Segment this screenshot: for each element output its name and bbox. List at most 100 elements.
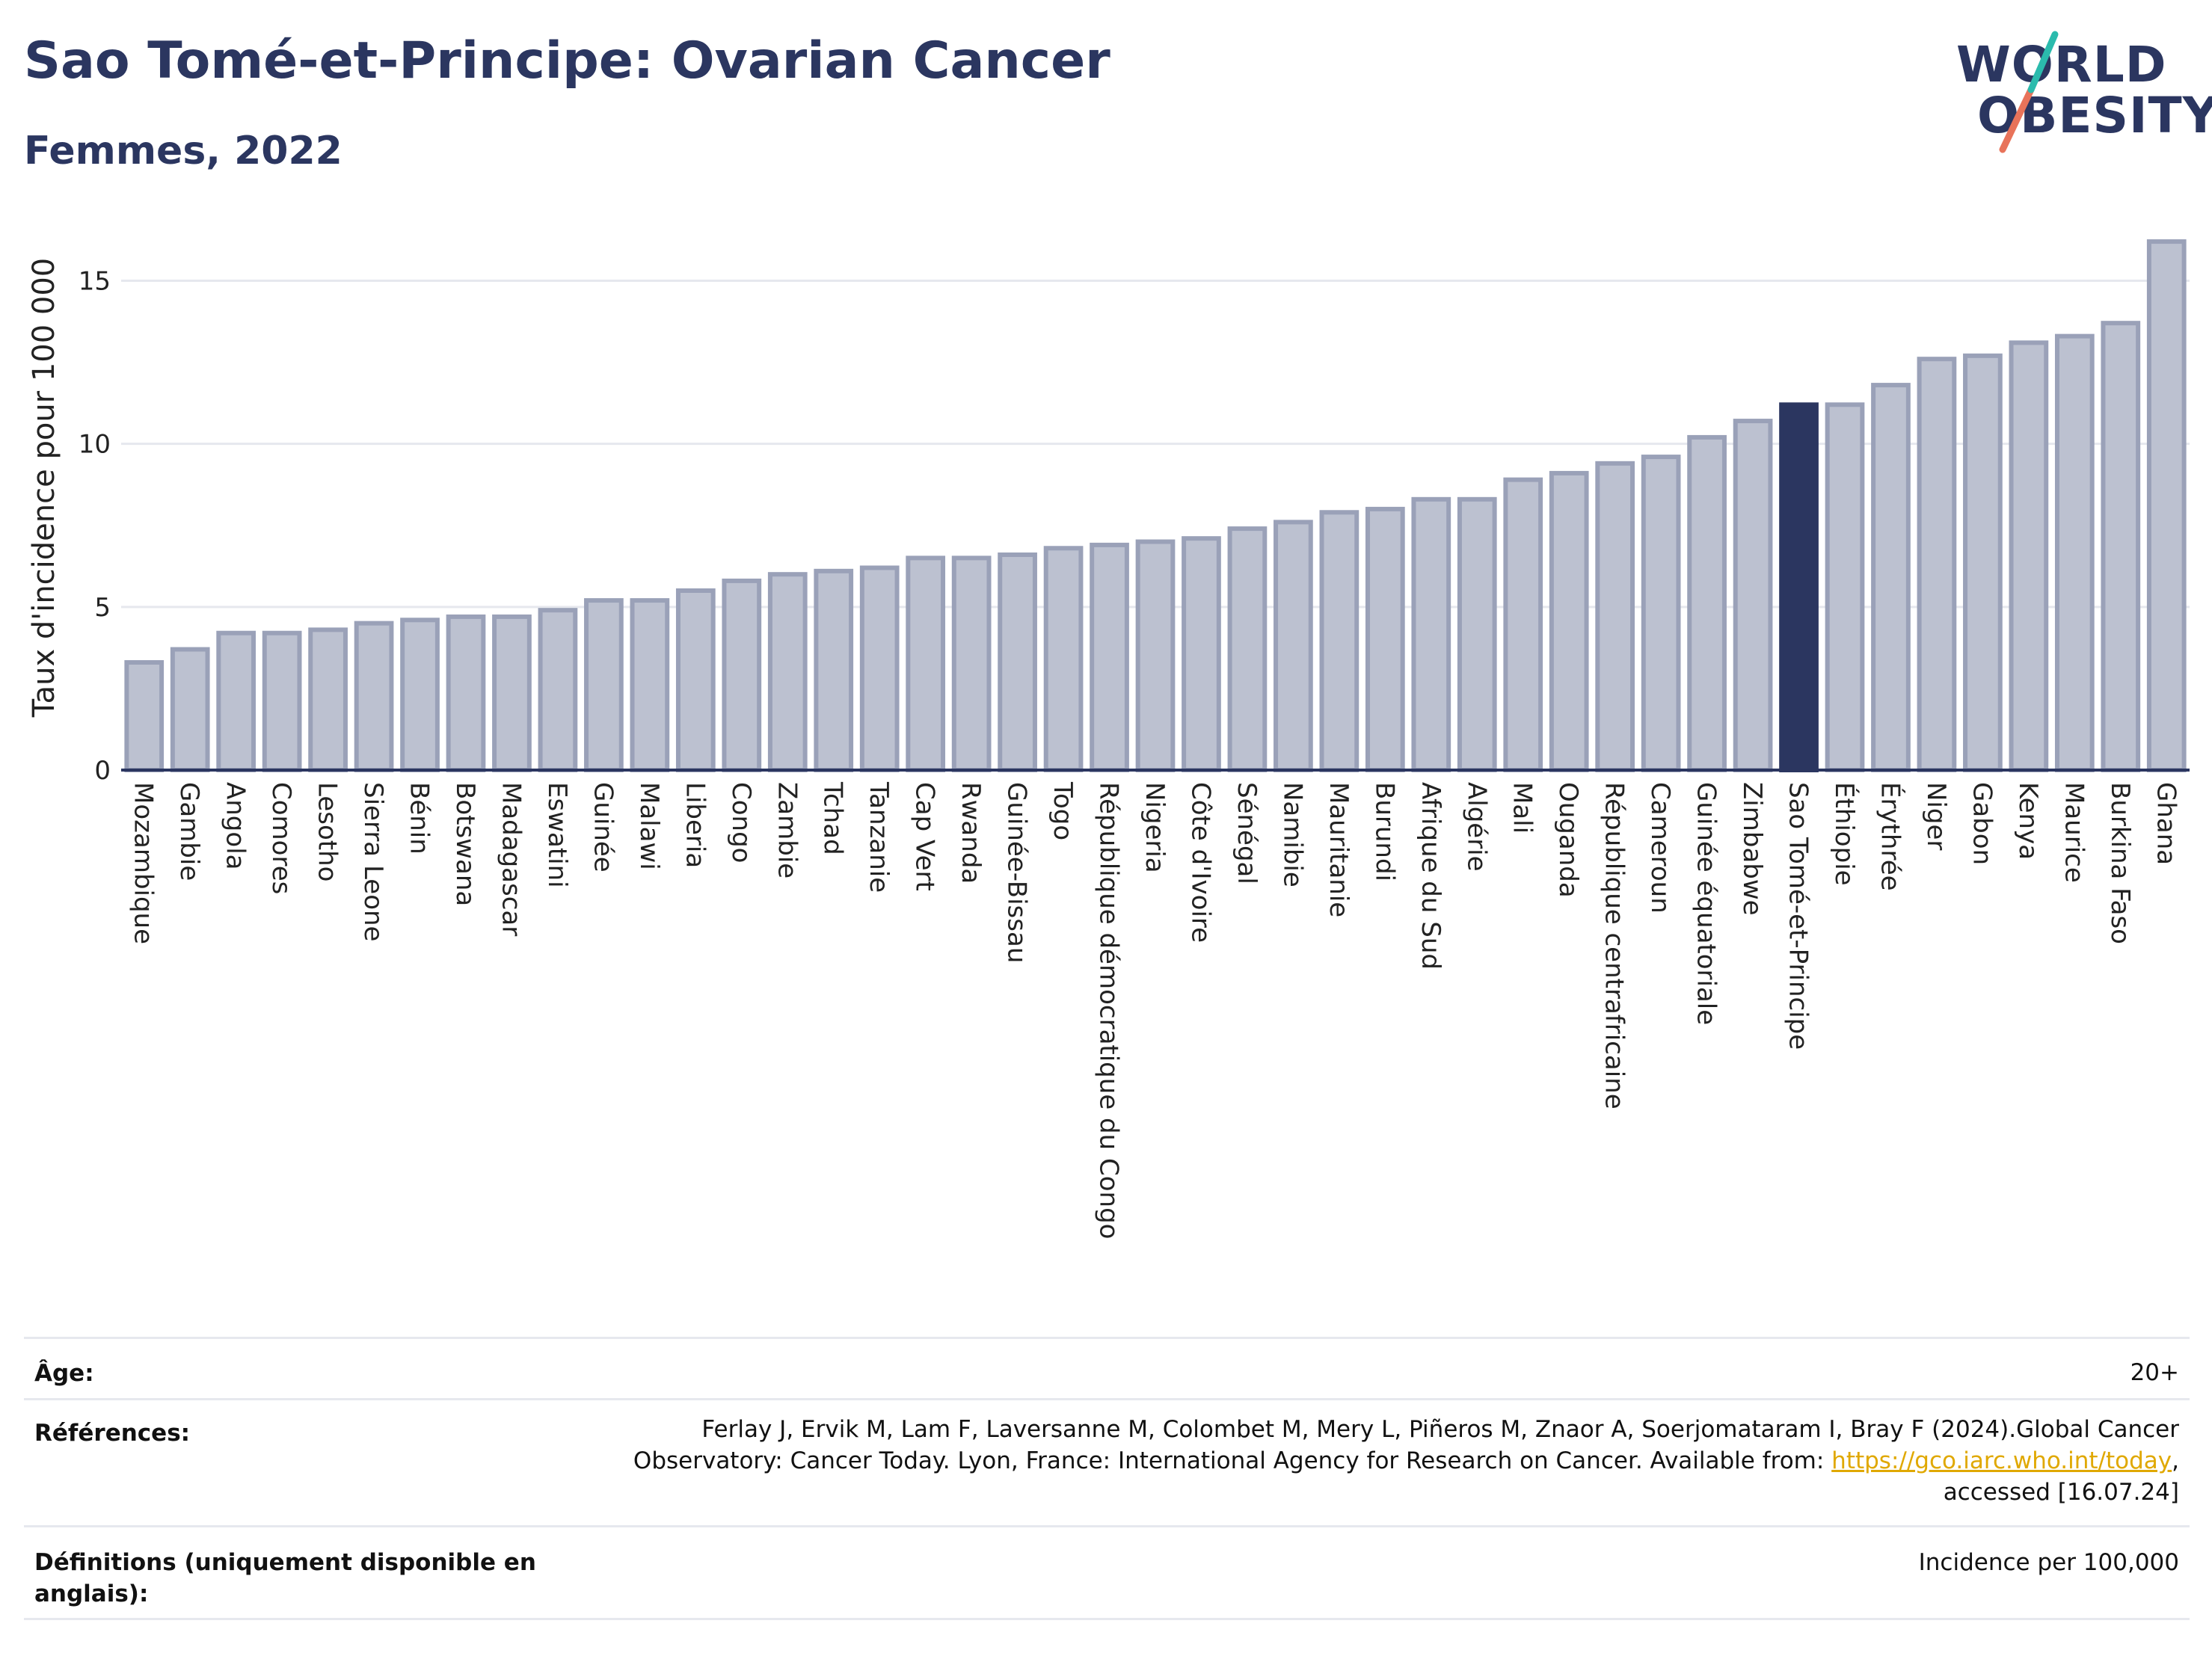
reference-text-1: Ferlay J, Ervik M, Lam F, Laversanne M, … <box>701 1416 2179 1443</box>
category-label: Gabon <box>1967 782 1997 865</box>
bar <box>722 578 762 773</box>
bar <box>1182 536 1221 772</box>
y-tick-label: 10 <box>79 430 111 460</box>
bar <box>1090 542 1129 772</box>
bar <box>859 565 900 772</box>
y-tick-label: 15 <box>79 266 111 296</box>
category-label: République démocratique du Congo <box>1094 782 1124 1239</box>
y-tick-labels: 0 5 10 15 <box>79 266 111 786</box>
y-tick-label: 0 <box>94 756 111 786</box>
reference-text-4: accessed [16.07.24] <box>1943 1479 2179 1506</box>
bar <box>1687 434 1727 772</box>
bar-chart: 0 5 10 15 Mozambique Gambie Angola Comores Leso… <box>27 239 2190 1239</box>
category-label: Comores <box>266 782 296 894</box>
bar <box>308 627 348 773</box>
footer-bottom-border <box>24 1618 2190 1620</box>
bar <box>584 598 624 772</box>
category-label: Rwanda <box>956 782 986 884</box>
bar <box>1411 496 1451 772</box>
reference-link[interactable]: https://gco.iarc.who.int/today <box>1831 1447 2172 1474</box>
bar <box>2054 333 2095 773</box>
bar <box>1365 506 1405 772</box>
page-subtitle: Femmes, 2022 <box>24 129 342 173</box>
category-label: Liberia <box>680 782 710 868</box>
bar <box>538 608 578 772</box>
y-tick-label: 5 <box>94 593 111 623</box>
category-label: Zambie <box>772 782 802 878</box>
bar <box>814 568 854 772</box>
category-label: Guinée-Bissau <box>1002 782 1032 963</box>
page-title: Sao Tomé-et-Principe: Ovarian Cancer <box>24 31 1110 90</box>
category-label: Burundi <box>1369 782 1399 881</box>
category-label: Malawi <box>634 782 664 870</box>
category-label: Bénin <box>405 782 434 855</box>
category-label: Sierra Leone <box>358 782 388 941</box>
bar <box>998 552 1037 772</box>
bar <box>446 614 486 773</box>
bar <box>1871 383 1911 773</box>
reference-text-3: , <box>2172 1447 2179 1474</box>
bar <box>1917 357 1957 772</box>
bar <box>1043 546 1084 772</box>
category-label: Mali <box>1508 782 1537 834</box>
category-label: Mauritanie <box>1324 782 1354 917</box>
bar <box>1457 496 1497 772</box>
bar <box>2101 321 2141 772</box>
category-label: Nigeria <box>1140 782 1170 873</box>
category-label: Gambie <box>174 782 204 881</box>
bar <box>630 598 670 772</box>
bar <box>216 630 256 773</box>
category-label: Maurice <box>2059 782 2089 883</box>
category-label: Éthiopie <box>1829 782 1860 886</box>
bars <box>124 239 2187 773</box>
bar <box>354 621 394 772</box>
category-label: Zimbabwe <box>1737 782 1767 916</box>
category-label: Angola <box>221 782 251 869</box>
category-label: Burkina Faso <box>2105 782 2135 944</box>
category-label: Madagascar <box>496 782 526 936</box>
category-labels: Mozambique Gambie Angola Comores Lesotho Sier… <box>129 781 2181 1239</box>
category-label: Guinée équatoriale <box>1692 782 1721 1025</box>
age-label: Âge: <box>34 1360 94 1387</box>
definitions-value: Incidence per 100,000 <box>1918 1549 2179 1576</box>
category-label: Niger <box>1921 782 1951 850</box>
bar <box>906 555 946 772</box>
footer-row-references: Références: Ferlay J, Ervik M, Lam F, La… <box>24 1398 2190 1527</box>
category-label: Guinée <box>588 782 618 872</box>
bar <box>1227 526 1268 772</box>
category-label: Mozambique <box>129 782 159 944</box>
category-label: Lesotho <box>313 782 342 881</box>
bar <box>675 588 716 772</box>
references-label: Références: <box>34 1420 191 1447</box>
footer-row-age: Âge: 20+ <box>24 1337 2190 1400</box>
category-label: Tchad <box>818 781 848 855</box>
bar <box>2009 340 2049 772</box>
bar <box>1319 510 1360 772</box>
bar <box>1963 353 2003 772</box>
bar <box>1503 477 1543 772</box>
category-label: Eswatini <box>542 782 572 888</box>
bar <box>1825 402 1865 772</box>
bar <box>124 660 165 772</box>
category-label: Congo <box>726 782 756 863</box>
age-value: 20+ <box>2130 1359 2179 1386</box>
category-label: Sénégal <box>1232 782 1262 884</box>
category-label: Cameroun <box>1645 782 1675 914</box>
category-label: République centrafricaine <box>1600 782 1629 1109</box>
bar <box>1549 470 1589 772</box>
bar <box>400 618 440 772</box>
footer-row-definitions: Définitions (uniquement disponible en an… <box>24 1525 2190 1620</box>
category-label: Botswana <box>450 782 480 906</box>
category-label: Ghana <box>2151 782 2181 865</box>
category-label: Tanzanie <box>864 781 894 893</box>
bar-highlight <box>1779 402 1819 772</box>
category-label: Côte d'Ivoire <box>1185 782 1215 943</box>
category-label: Érythrée <box>1875 782 1905 891</box>
bar <box>170 647 210 773</box>
bar <box>1641 455 1681 772</box>
category-label: Algérie <box>1461 782 1491 872</box>
bar <box>2146 239 2187 773</box>
bar <box>1595 461 1635 772</box>
category-label: Togo <box>1048 781 1078 840</box>
logo-slash-icon <box>1999 31 2059 153</box>
